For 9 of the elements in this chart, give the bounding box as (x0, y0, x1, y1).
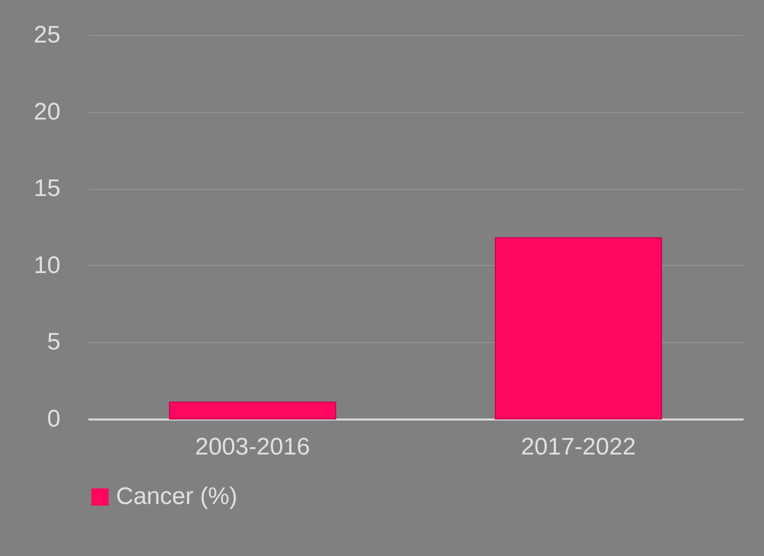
x-tick-label: 2017-2022 (521, 434, 636, 460)
y-tick-label: 15 (34, 175, 60, 202)
y-tick-label: 25 (34, 22, 60, 48)
legend-label: Cancer (%) (116, 483, 238, 510)
x-tick-label: 2003-2016 (195, 434, 310, 460)
y-tick-label: 0 (47, 406, 60, 432)
y-tick-label: 20 (34, 98, 60, 126)
y-tick-label: 5 (47, 328, 60, 356)
y-tick-label: 10 (34, 252, 60, 279)
